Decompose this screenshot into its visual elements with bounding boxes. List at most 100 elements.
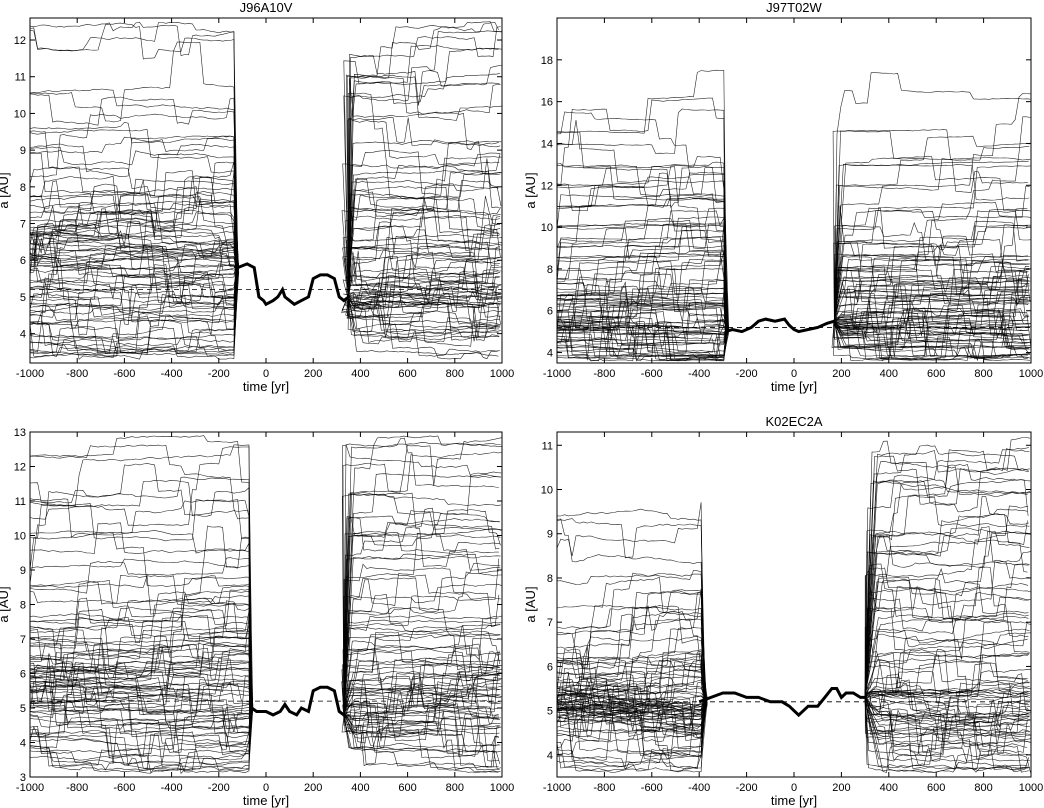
clone-trajectory-after: [343, 686, 499, 768]
clone-trajectory-after: [348, 216, 501, 293]
clone-trajectory-after: [834, 220, 1029, 320]
y-tick-label: 10: [14, 531, 26, 543]
clone-trajectory-before: [30, 262, 239, 318]
clone-trajectory-before: [557, 176, 727, 331]
clone-trajectory-before: [30, 707, 252, 775]
plot-area: [557, 69, 1031, 362]
clone-trajectory-after: [864, 448, 1030, 702]
clone-trajectory-before: [30, 615, 253, 716]
clone-trajectory-before: [557, 163, 727, 333]
clone-trajectory-before: [30, 706, 252, 747]
clone-trajectory-before: [30, 130, 236, 270]
clone-trajectory-after: [864, 586, 1031, 735]
clone-trajectory-after: [348, 194, 501, 294]
clone-trajectory-before: [30, 624, 252, 708]
clone-trajectory-after: [864, 702, 1029, 771]
clone-trajectory-before: [30, 557, 251, 706]
x-tick-label: -800: [66, 368, 88, 380]
clone-trajectory-after: [348, 26, 501, 294]
clone-trajectory-before: [30, 263, 238, 359]
clone-trajectory-after: [834, 313, 1028, 359]
clone-trajectory-before: [30, 161, 237, 272]
clone-trajectory-before: [30, 37, 238, 271]
clone-trajectory-before: [557, 281, 726, 331]
clone-trajectory-before: [557, 695, 706, 711]
clone-trajectory-before: [30, 574, 251, 706]
panel-title: K02EC2A: [765, 414, 822, 429]
clone-trajectory-before: [557, 294, 729, 336]
clone-trajectory-before: [30, 198, 238, 272]
clone-trajectory-before: [30, 271, 240, 314]
clone-trajectory-after: [343, 437, 502, 716]
clone-trajectory-after: [343, 493, 500, 714]
x-tick-label: 1000: [1019, 368, 1043, 380]
x-tick-label: -600: [113, 368, 135, 380]
y-tick-label: 10: [14, 108, 26, 120]
x-tick-label: 600: [398, 782, 416, 794]
clone-trajectory-after: [343, 442, 501, 712]
clone-trajectory-before: [30, 705, 252, 729]
clone-trajectory-after: [347, 257, 499, 338]
clone-trajectory-after: [343, 652, 500, 713]
clone-trajectory-after: [343, 711, 501, 767]
clone-trajectory-after: [343, 510, 502, 713]
clone-trajectory-after: [864, 474, 1031, 698]
clone-trajectory-before: [557, 618, 708, 707]
x-tick-label: -600: [113, 782, 135, 794]
x-axis-label: time [yr]: [771, 793, 817, 808]
y-tick-label: 4: [547, 348, 553, 360]
clone-trajectory-after: [834, 242, 1029, 324]
clone-trajectory-before: [557, 518, 706, 701]
x-tick-label: -800: [593, 368, 615, 380]
y-tick-label: 9: [20, 565, 26, 577]
x-tick-label: 200: [304, 368, 322, 380]
clone-trajectory-after: [834, 295, 1028, 341]
y-axis-label: a [AU]: [0, 586, 11, 622]
clone-trajectory-after: [864, 508, 1028, 695]
clone-trajectory-after: [864, 662, 1029, 701]
clone-trajectory-after: [343, 607, 501, 714]
nominal-orbit-line: [724, 317, 835, 334]
clone-trajectory-after: [348, 240, 502, 293]
y-tick-label: 5: [547, 706, 553, 718]
clone-trajectory-after: [343, 562, 501, 714]
clone-trajectory-before: [30, 643, 252, 706]
clone-trajectory-after: [864, 479, 1031, 696]
clone-trajectory-before: [557, 172, 727, 334]
clone-trajectory-after: [864, 693, 1031, 774]
clone-trajectory-before: [30, 170, 238, 270]
x-tick-label: 600: [927, 782, 945, 794]
y-tick-label: 8: [20, 182, 26, 194]
y-tick-label: 9: [20, 145, 26, 157]
clone-trajectory-after: [348, 170, 501, 295]
clone-trajectory-before: [30, 435, 252, 712]
clone-trajectory-before: [30, 707, 253, 754]
clone-trajectory-after: [343, 624, 501, 718]
clone-trajectory-after: [834, 263, 1030, 321]
clone-trajectory-after: [864, 495, 1030, 703]
clone-trajectory-before: [30, 264, 238, 354]
clone-trajectory-after: [834, 290, 1031, 320]
clone-trajectory-after: [343, 473, 501, 715]
clone-trajectory-before: [557, 108, 726, 333]
clone-trajectory-before: [557, 271, 726, 332]
clone-trajectory-after: [864, 652, 1030, 695]
clone-trajectory-after: [343, 558, 500, 717]
x-tick-label: 200: [832, 368, 850, 380]
clone-trajectory-after: [834, 275, 1029, 322]
clone-trajectory-before: [30, 675, 251, 770]
clone-trajectory-after: [834, 243, 1030, 321]
clone-trajectory-after: [343, 714, 501, 768]
clone-trajectory-after: [343, 687, 499, 720]
clone-trajectory-after: [348, 139, 501, 299]
clone-trajectory-before: [30, 522, 253, 706]
clone-trajectory-after: [864, 695, 1031, 743]
clone-trajectory-after: [343, 711, 501, 770]
clone-trajectory-before: [30, 121, 239, 271]
clone-trajectory-after: [348, 44, 502, 293]
x-axis-label: time [yr]: [243, 793, 289, 808]
clone-trajectory-after: [864, 535, 1028, 693]
clone-trajectory-before: [557, 687, 708, 737]
clone-trajectory-before: [557, 320, 729, 357]
clone-trajectory-before: [30, 704, 251, 760]
